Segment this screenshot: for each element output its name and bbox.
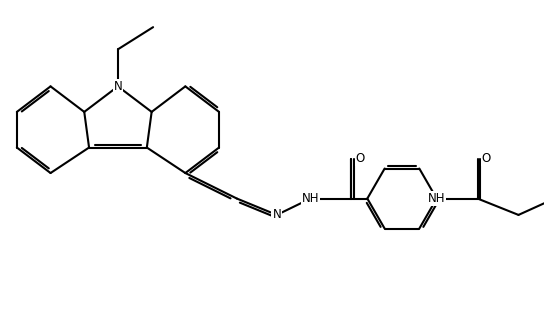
- Text: O: O: [481, 152, 491, 165]
- Text: NH: NH: [428, 192, 446, 205]
- Text: N: N: [273, 208, 281, 222]
- Text: NH: NH: [302, 192, 319, 205]
- Text: N: N: [114, 80, 122, 93]
- Text: O: O: [355, 152, 364, 165]
